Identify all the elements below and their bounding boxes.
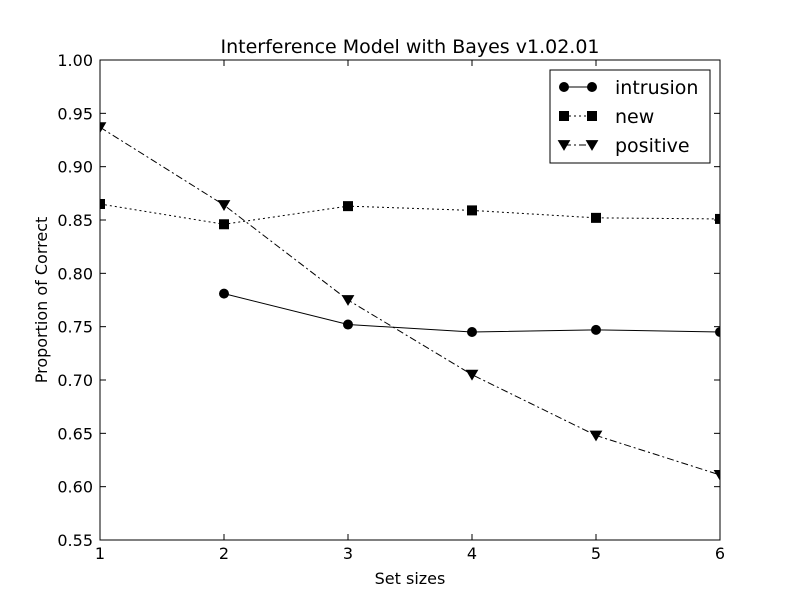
data-point-intrusion-4: [715, 327, 720, 337]
y-tick-label-5: 0.80: [57, 264, 93, 283]
legend-label-positive: positive: [615, 135, 690, 157]
plot-area: [99, 59, 721, 541]
x-tick-label-2: 3: [343, 544, 353, 563]
data-point-new-3: [467, 205, 477, 216]
x-tick-label-5: 6: [715, 544, 725, 563]
data-point-positive-0: [100, 122, 107, 134]
x-axis-label: Set sizes: [375, 569, 446, 588]
legend-label-intrusion: intrusion: [615, 77, 698, 99]
plot-frame: [99, 59, 721, 541]
y-tick-label-4: 0.75: [57, 318, 93, 337]
data-point-new-0: [100, 199, 105, 209]
x-tick-label-3: 4: [467, 544, 477, 563]
x-tick-label-0: 1: [95, 544, 105, 563]
data-point-new-5: [715, 213, 720, 224]
axis-ticks: 1 2 3 4 5 6 0.55 0.60 0.65 0.70 0.75 0.80 0.85 0.90 0.…: [57, 51, 725, 563]
series-line-positive: [100, 126, 720, 476]
data-point-new-1: [219, 219, 229, 230]
legend-label-new: new: [615, 106, 654, 128]
data-point-positive-4: [589, 430, 603, 442]
y-tick-label-8: 0.95: [57, 104, 93, 123]
legend-marker-positive-b: [585, 140, 599, 151]
y-tick-label-2: 0.65: [57, 424, 93, 443]
series-line-intrusion: [223, 293, 720, 333]
y-axis-label: Proportion of Correct: [32, 217, 51, 384]
data-layer: [100, 122, 720, 481]
data-point-intrusion-2: [467, 327, 477, 337]
data-point-positive-2: [341, 295, 355, 306]
legend-marker-new-b: [587, 111, 597, 121]
series-line-new: [100, 203, 720, 225]
data-point-positive-1: [217, 200, 231, 212]
y-tick-label-6: 0.85: [57, 211, 93, 230]
data-point-new-4: [591, 212, 601, 223]
data-point-intrusion-0: [219, 288, 229, 299]
legend-marker-positive-a: [557, 140, 571, 151]
data-point-positive-5: [713, 470, 720, 481]
data-point-positive-3: [465, 369, 479, 381]
x-tick-label-1: 2: [219, 544, 229, 563]
legend-marker-new-a: [559, 111, 569, 121]
legend-marker-intrusion-a: [559, 82, 569, 92]
y-tick-label-9: 1.00: [57, 51, 93, 70]
x-tick-label-4: 5: [591, 544, 601, 563]
y-tick-label-3: 0.70: [57, 371, 93, 390]
data-point-intrusion-3: [591, 324, 601, 335]
y-tick-label-1: 0.60: [57, 478, 93, 497]
y-tick-label-0: 0.55: [57, 531, 93, 550]
legend-marker-intrusion-b: [587, 82, 597, 92]
data-point-new-2: [343, 201, 353, 212]
chart-title: Interference Model with Bayes v1.02.01: [220, 36, 599, 58]
y-tick-label-7: 0.90: [57, 158, 93, 177]
legend-box: [549, 69, 711, 164]
legend: intrusion new positive: [549, 69, 711, 164]
data-point-intrusion-1: [343, 319, 353, 330]
